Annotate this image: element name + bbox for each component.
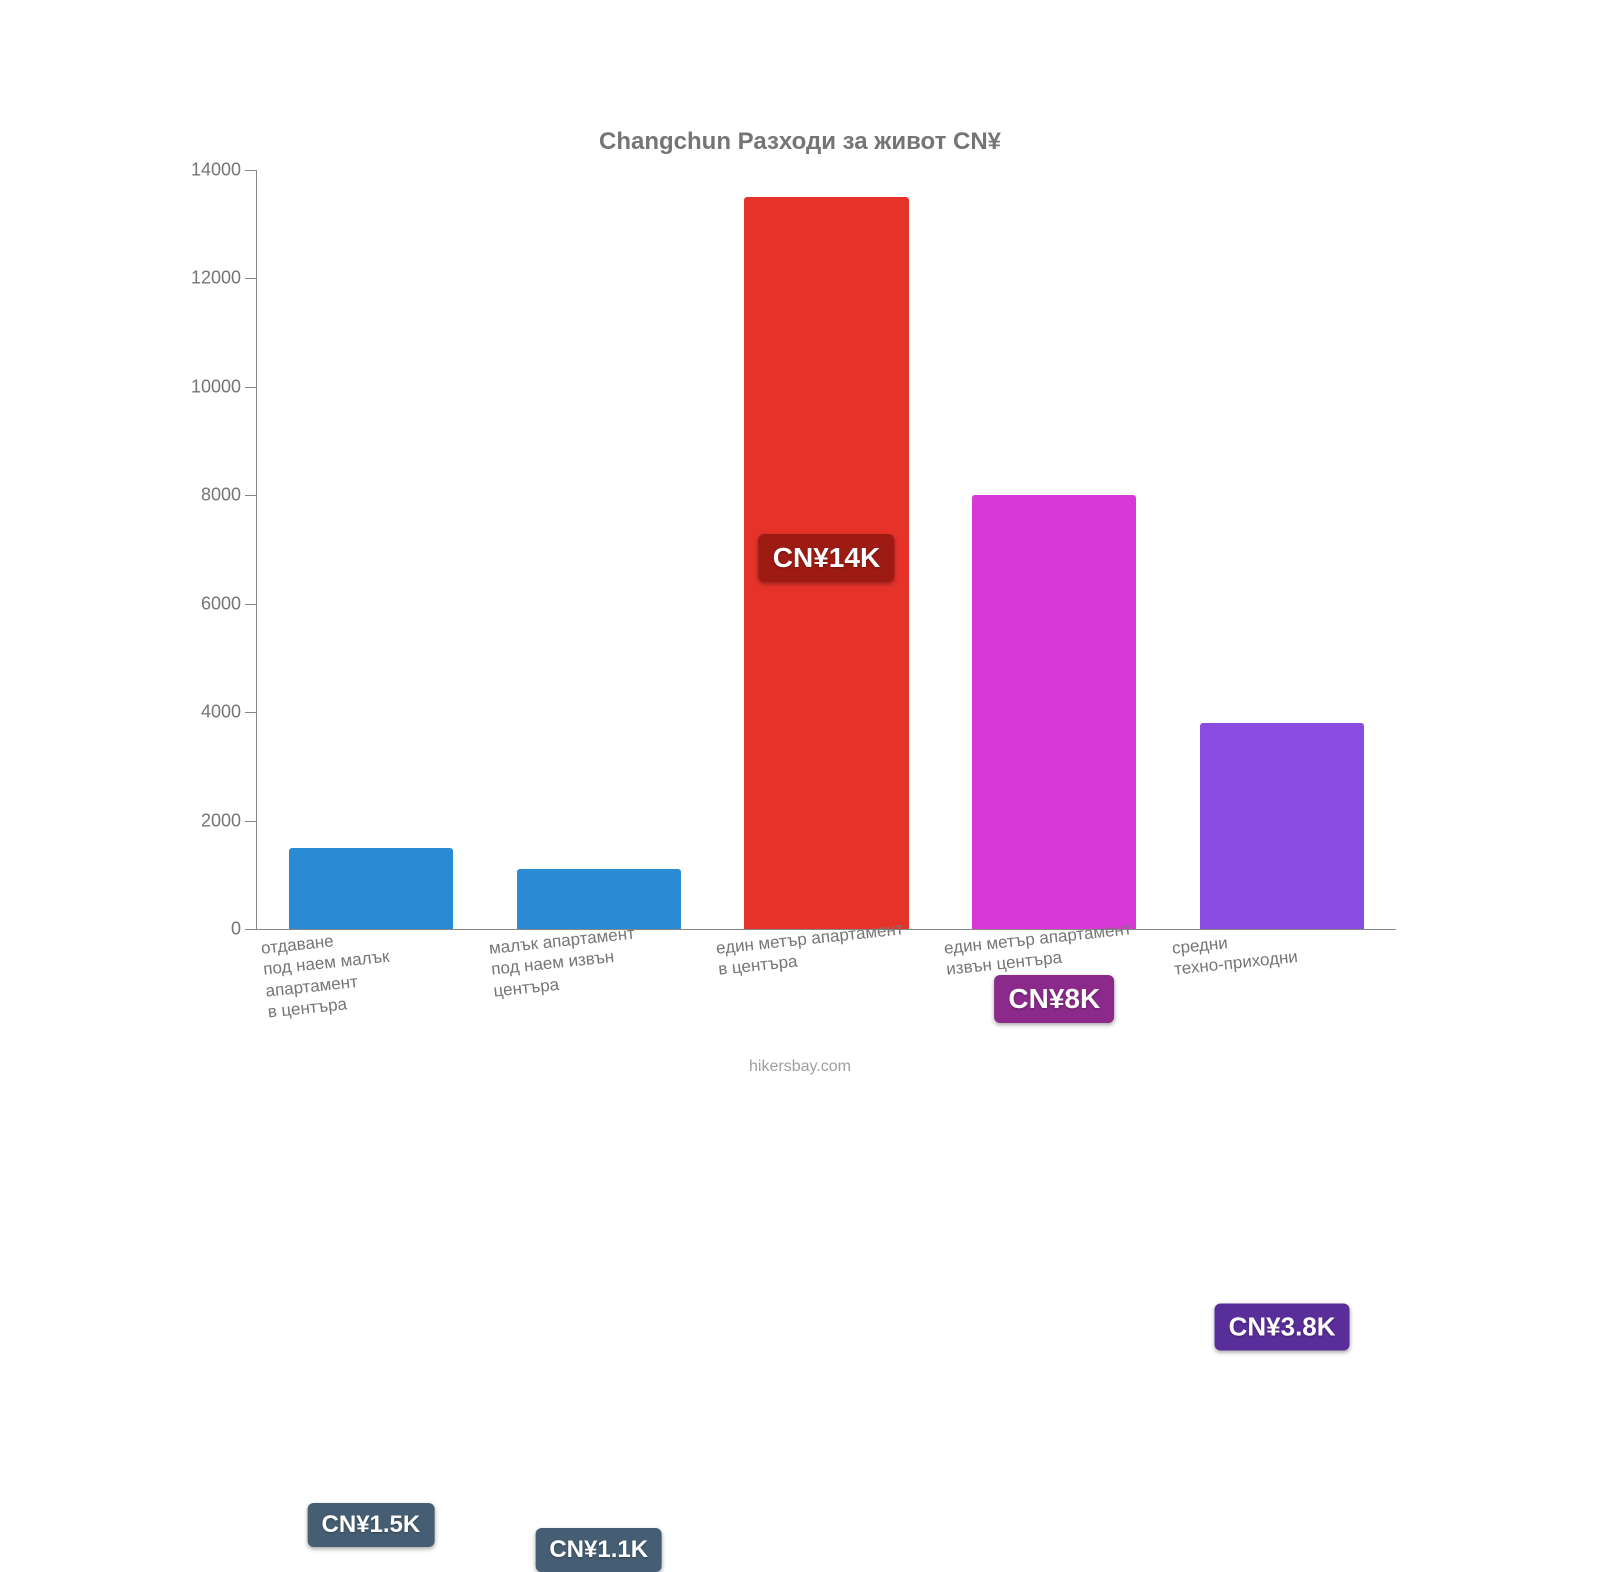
y-tick-label: 4000 xyxy=(201,702,241,723)
bar: CN¥3.8K xyxy=(1200,723,1364,929)
y-tick-label: 10000 xyxy=(191,376,241,397)
bar-value-label: CN¥1.1K xyxy=(535,1528,662,1572)
bar: CN¥14K xyxy=(744,197,908,929)
bars-layer: CN¥1.5KCN¥1.1KCN¥14KCN¥8KCN¥3.8K xyxy=(257,170,1396,929)
y-tick-label: 2000 xyxy=(201,810,241,831)
y-tick xyxy=(245,278,257,279)
chart-title: Changchun Разходи за живот CN¥ xyxy=(160,128,1440,156)
y-tick xyxy=(245,712,257,713)
y-tick xyxy=(245,495,257,496)
cost-of-living-chart: Changchun Разходи за живот CN¥ CN¥1.5K CN… xyxy=(160,120,1440,1080)
chart-footer: hikersbay.com xyxy=(160,1058,1440,1076)
y-tick xyxy=(245,387,257,388)
plot-area: CN¥1.5KCN¥1.1KCN¥14KCN¥8KCN¥3.8K 0200040… xyxy=(256,170,1396,930)
y-tick-label: 12000 xyxy=(191,268,241,289)
x-axis-label: отдаване под наем малък апартамент в цен… xyxy=(260,915,488,1023)
bar-value-label: CN¥14K xyxy=(759,534,894,582)
bar: CN¥8K xyxy=(972,495,1136,929)
bar-value-label: CN¥1.5K xyxy=(308,1503,435,1547)
y-tick-label: 14000 xyxy=(191,160,241,181)
y-tick xyxy=(245,821,257,822)
bar: CN¥1.5K xyxy=(289,848,453,929)
y-tick xyxy=(245,604,257,605)
y-tick-label: 8000 xyxy=(201,485,241,506)
y-tick xyxy=(245,170,257,171)
y-tick-label: 0 xyxy=(231,919,241,940)
bar-value-label: CN¥3.8K xyxy=(1215,1304,1350,1351)
y-tick-label: 6000 xyxy=(201,593,241,614)
